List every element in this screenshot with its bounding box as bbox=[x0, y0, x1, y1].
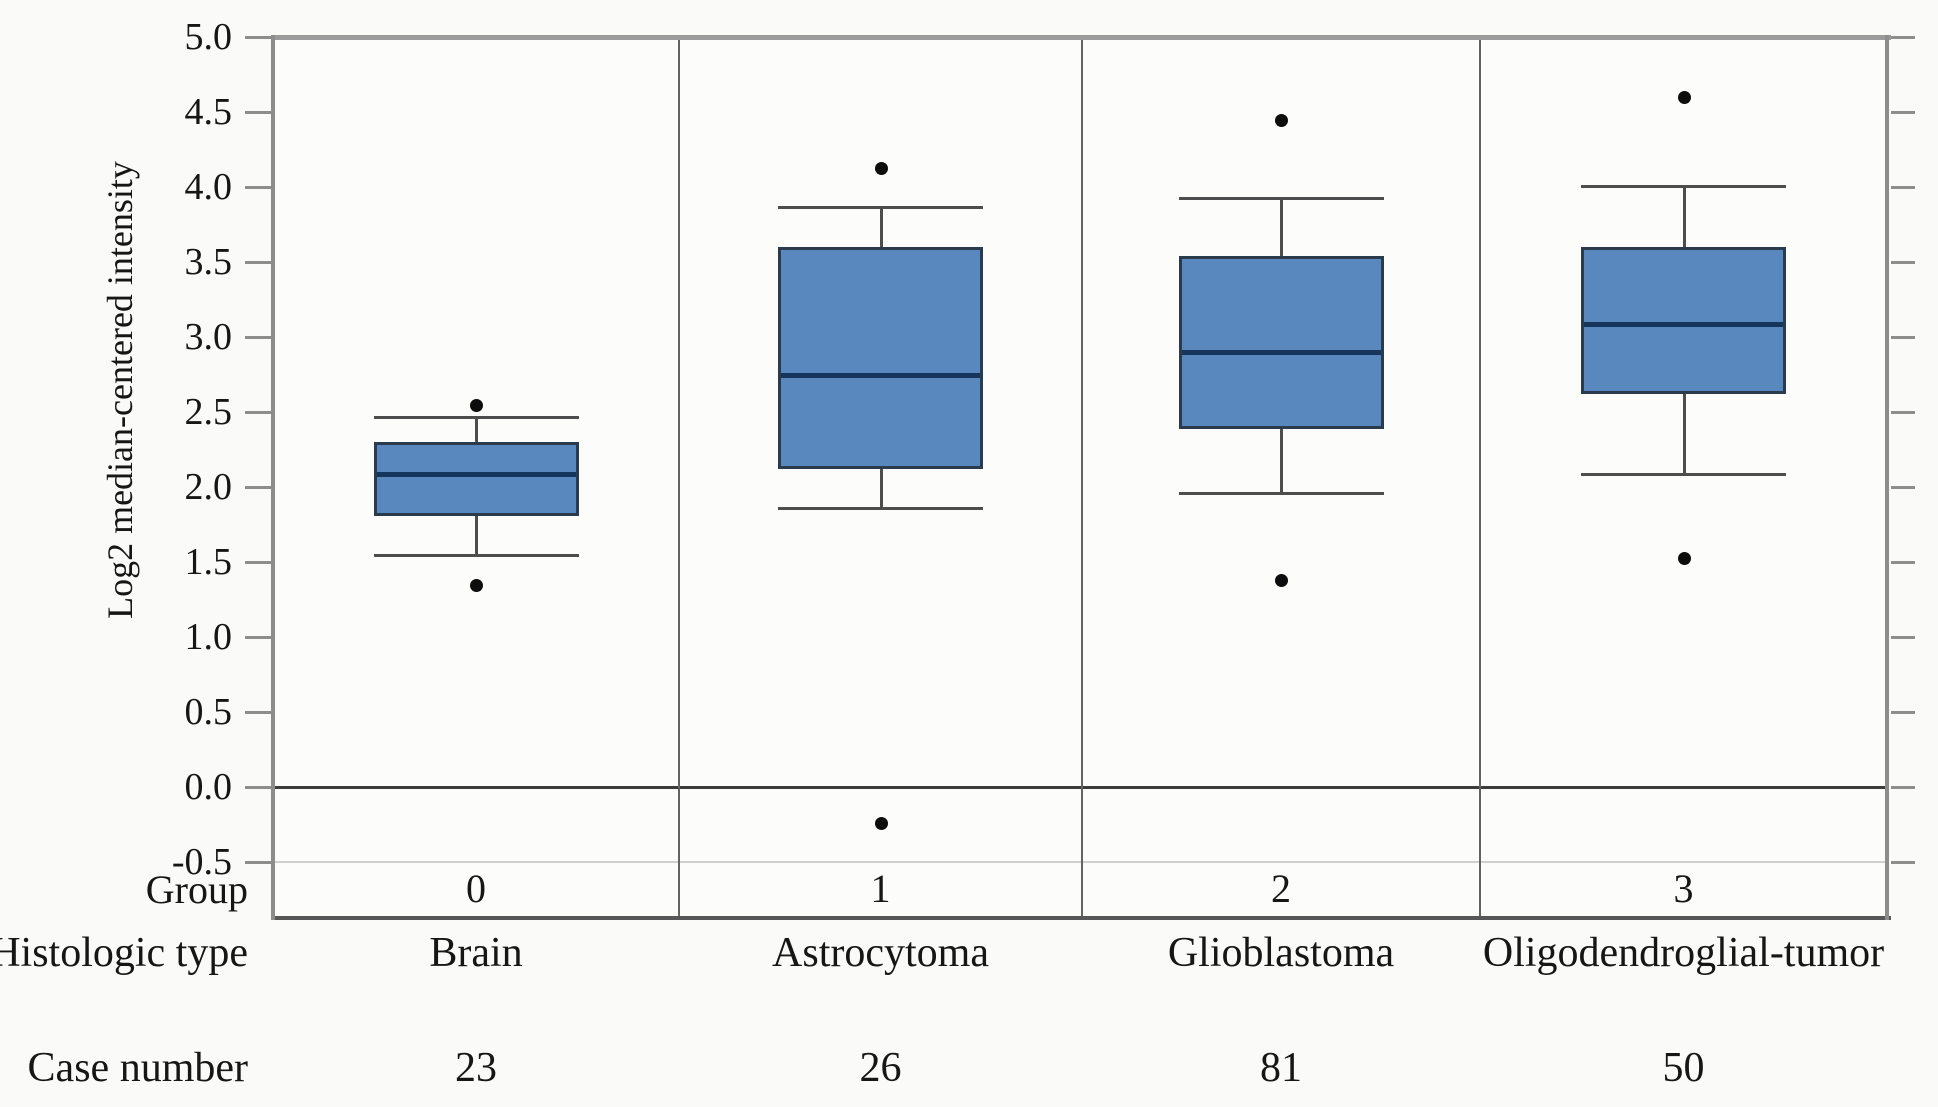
upper-whisker-line bbox=[475, 416, 478, 442]
median-line bbox=[1181, 350, 1381, 355]
minor-reference-line bbox=[275, 861, 1885, 863]
y-tick-mark-left bbox=[245, 111, 273, 114]
column-divider bbox=[1479, 37, 1481, 918]
case-number-label: 23 bbox=[455, 1045, 497, 1091]
upper-whisker-line bbox=[1280, 197, 1283, 256]
lower-whisker-line bbox=[1280, 428, 1283, 493]
outlier-dot bbox=[874, 817, 888, 830]
y-tick-label: 3.5 bbox=[184, 241, 233, 283]
lower-whisker-line bbox=[1682, 394, 1686, 474]
y-tick-label: 2.5 bbox=[184, 391, 233, 433]
y-tick-label: -0.5 bbox=[171, 841, 232, 883]
plot-frame-right bbox=[1885, 35, 1889, 920]
group-number-label: 2 bbox=[1271, 866, 1291, 911]
histologic-type-label: Astrocytoma bbox=[772, 930, 989, 976]
zero-reference-line bbox=[275, 786, 1885, 789]
y-tick-mark-left bbox=[245, 186, 273, 189]
y-tick-label: 0.0 bbox=[184, 766, 233, 808]
y-tick-mark-left bbox=[245, 261, 273, 264]
lower-whisker-cap bbox=[778, 507, 983, 510]
y-tick-mark-left bbox=[245, 411, 273, 414]
y-tick-mark-right bbox=[1891, 411, 1915, 414]
group-number-label: 3 bbox=[1673, 866, 1694, 911]
group-number-label: 0 bbox=[466, 866, 486, 911]
outlier-dot bbox=[1677, 551, 1691, 565]
y-tick-mark-left bbox=[245, 786, 273, 789]
median-line bbox=[376, 471, 576, 477]
y-tick-label: 4.5 bbox=[184, 91, 233, 133]
lower-whisker-cap bbox=[1178, 492, 1384, 495]
iqr-box bbox=[1581, 247, 1786, 394]
y-tick-mark-right bbox=[1891, 711, 1915, 714]
upper-whisker-line bbox=[1682, 185, 1686, 247]
upper-whisker-cap bbox=[778, 205, 983, 209]
case-number-row-header: Case number bbox=[27, 1045, 248, 1091]
case-number-label: 26 bbox=[859, 1045, 902, 1091]
y-tick-label: 1.0 bbox=[184, 616, 233, 658]
group-row-header: Group bbox=[145, 867, 248, 912]
upper-whisker-cap bbox=[1581, 184, 1786, 188]
y-tick-mark-right bbox=[1891, 261, 1915, 264]
y-tick-mark-right bbox=[1891, 486, 1915, 489]
y-tick-mark-left bbox=[245, 336, 273, 339]
outlier-dot bbox=[470, 398, 483, 412]
outlier-dot bbox=[470, 578, 483, 592]
y-tick-mark-right bbox=[1891, 186, 1915, 189]
case-number-label: 81 bbox=[1260, 1045, 1302, 1091]
median-line bbox=[1584, 321, 1783, 327]
histologic-type-label: Oligodendroglial-tumor bbox=[1482, 930, 1885, 976]
lower-whisker-line bbox=[879, 469, 883, 508]
y-tick-mark-left bbox=[245, 861, 273, 864]
upper-whisker-cap bbox=[1178, 196, 1384, 200]
y-tick-mark-right bbox=[1891, 786, 1915, 789]
outlier-dot bbox=[1275, 574, 1288, 587]
iqr-box bbox=[778, 247, 983, 469]
outlier-dot bbox=[874, 161, 888, 175]
y-tick-mark-left bbox=[245, 561, 273, 564]
y-tick-mark-right bbox=[1891, 636, 1915, 639]
y-tick-mark-right bbox=[1891, 861, 1915, 864]
plot-frame-top bbox=[271, 35, 1891, 40]
iqr-box bbox=[373, 442, 579, 516]
y-tick-label: 0.5 bbox=[184, 691, 233, 733]
y-tick-mark-right bbox=[1891, 36, 1915, 39]
plot-frame-bottom bbox=[271, 916, 1891, 920]
histologic-type-label: Glioblastoma bbox=[1167, 930, 1395, 976]
column-divider bbox=[678, 37, 680, 918]
y-tick-label: 2.0 bbox=[184, 466, 233, 508]
y-tick-label: 4.0 bbox=[184, 166, 233, 208]
histologic-type-row-header: Histologic type bbox=[0, 930, 248, 976]
y-tick-mark-right bbox=[1891, 561, 1915, 564]
lower-whisker-line bbox=[475, 515, 478, 555]
y-tick-mark-right bbox=[1891, 111, 1915, 114]
y-tick-mark-left bbox=[245, 636, 273, 639]
y-tick-mark-left bbox=[245, 36, 273, 39]
upper-whisker-cap bbox=[373, 415, 579, 419]
y-tick-label: 1.5 bbox=[184, 541, 233, 583]
outlier-dot bbox=[1275, 113, 1288, 127]
y-tick-label: 3.0 bbox=[184, 316, 233, 358]
upper-whisker-line bbox=[879, 206, 883, 247]
histologic-type-label: Brain bbox=[429, 930, 523, 976]
y-tick-mark-left bbox=[245, 711, 273, 714]
lower-whisker-cap bbox=[373, 553, 579, 557]
y-tick-mark-right bbox=[1891, 336, 1915, 339]
group-number-label: 1 bbox=[870, 866, 891, 911]
outlier-dot bbox=[1677, 91, 1691, 104]
iqr-box bbox=[1178, 256, 1384, 429]
case-number-label: 50 bbox=[1662, 1045, 1705, 1091]
median-line bbox=[781, 372, 980, 378]
y-tick-label: 5.0 bbox=[184, 16, 233, 58]
plot-frame-left bbox=[271, 35, 275, 920]
column-divider bbox=[1081, 37, 1083, 918]
lower-whisker-cap bbox=[1581, 472, 1786, 476]
y-tick-mark-left bbox=[245, 486, 273, 489]
